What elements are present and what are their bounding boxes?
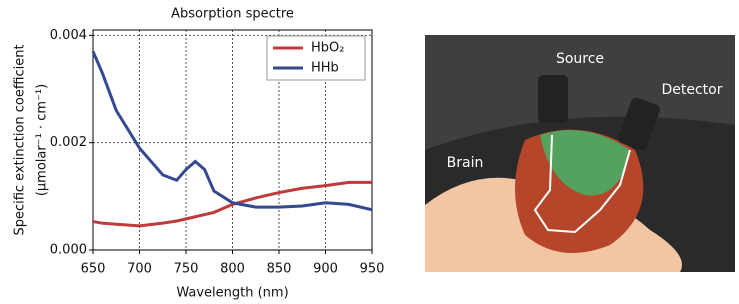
x-axis-title: Wavelength (nm): [176, 286, 288, 301]
page: {"chart_data": {"type": "line", "title":…: [0, 0, 739, 304]
legend-label: HbO₂: [311, 41, 344, 56]
x-tick-label: 700: [127, 262, 152, 277]
y-axis-title: (µmolar⁻¹ · cm⁻¹): [35, 84, 50, 196]
x-tick-label: 850: [267, 262, 292, 277]
source-label: Source: [556, 51, 604, 67]
figure: Absorption spectre 650 700 750 800 850 900 950 0…: [0, 0, 739, 304]
detector-label: Detector: [661, 82, 722, 98]
illustration: Source Detector Brain: [425, 35, 735, 272]
source-probe: [538, 75, 568, 123]
chart-title: Absorption spectre: [171, 7, 294, 22]
legend-label: HHb: [311, 61, 339, 76]
y-axis-title: Specific extinction coefficient: [13, 44, 28, 235]
x-tick-label: 800: [220, 262, 245, 277]
brain-label: Brain: [447, 155, 484, 171]
y-tick-label: 0.000: [50, 243, 87, 258]
x-tick-label: 650: [81, 262, 106, 277]
x-tick-label: 900: [313, 262, 338, 277]
x-tick-label: 950: [360, 262, 385, 277]
y-tick-label: 0.002: [50, 135, 87, 150]
x-tick-label: 750: [174, 262, 199, 277]
y-tick-label: 0.004: [50, 28, 87, 43]
